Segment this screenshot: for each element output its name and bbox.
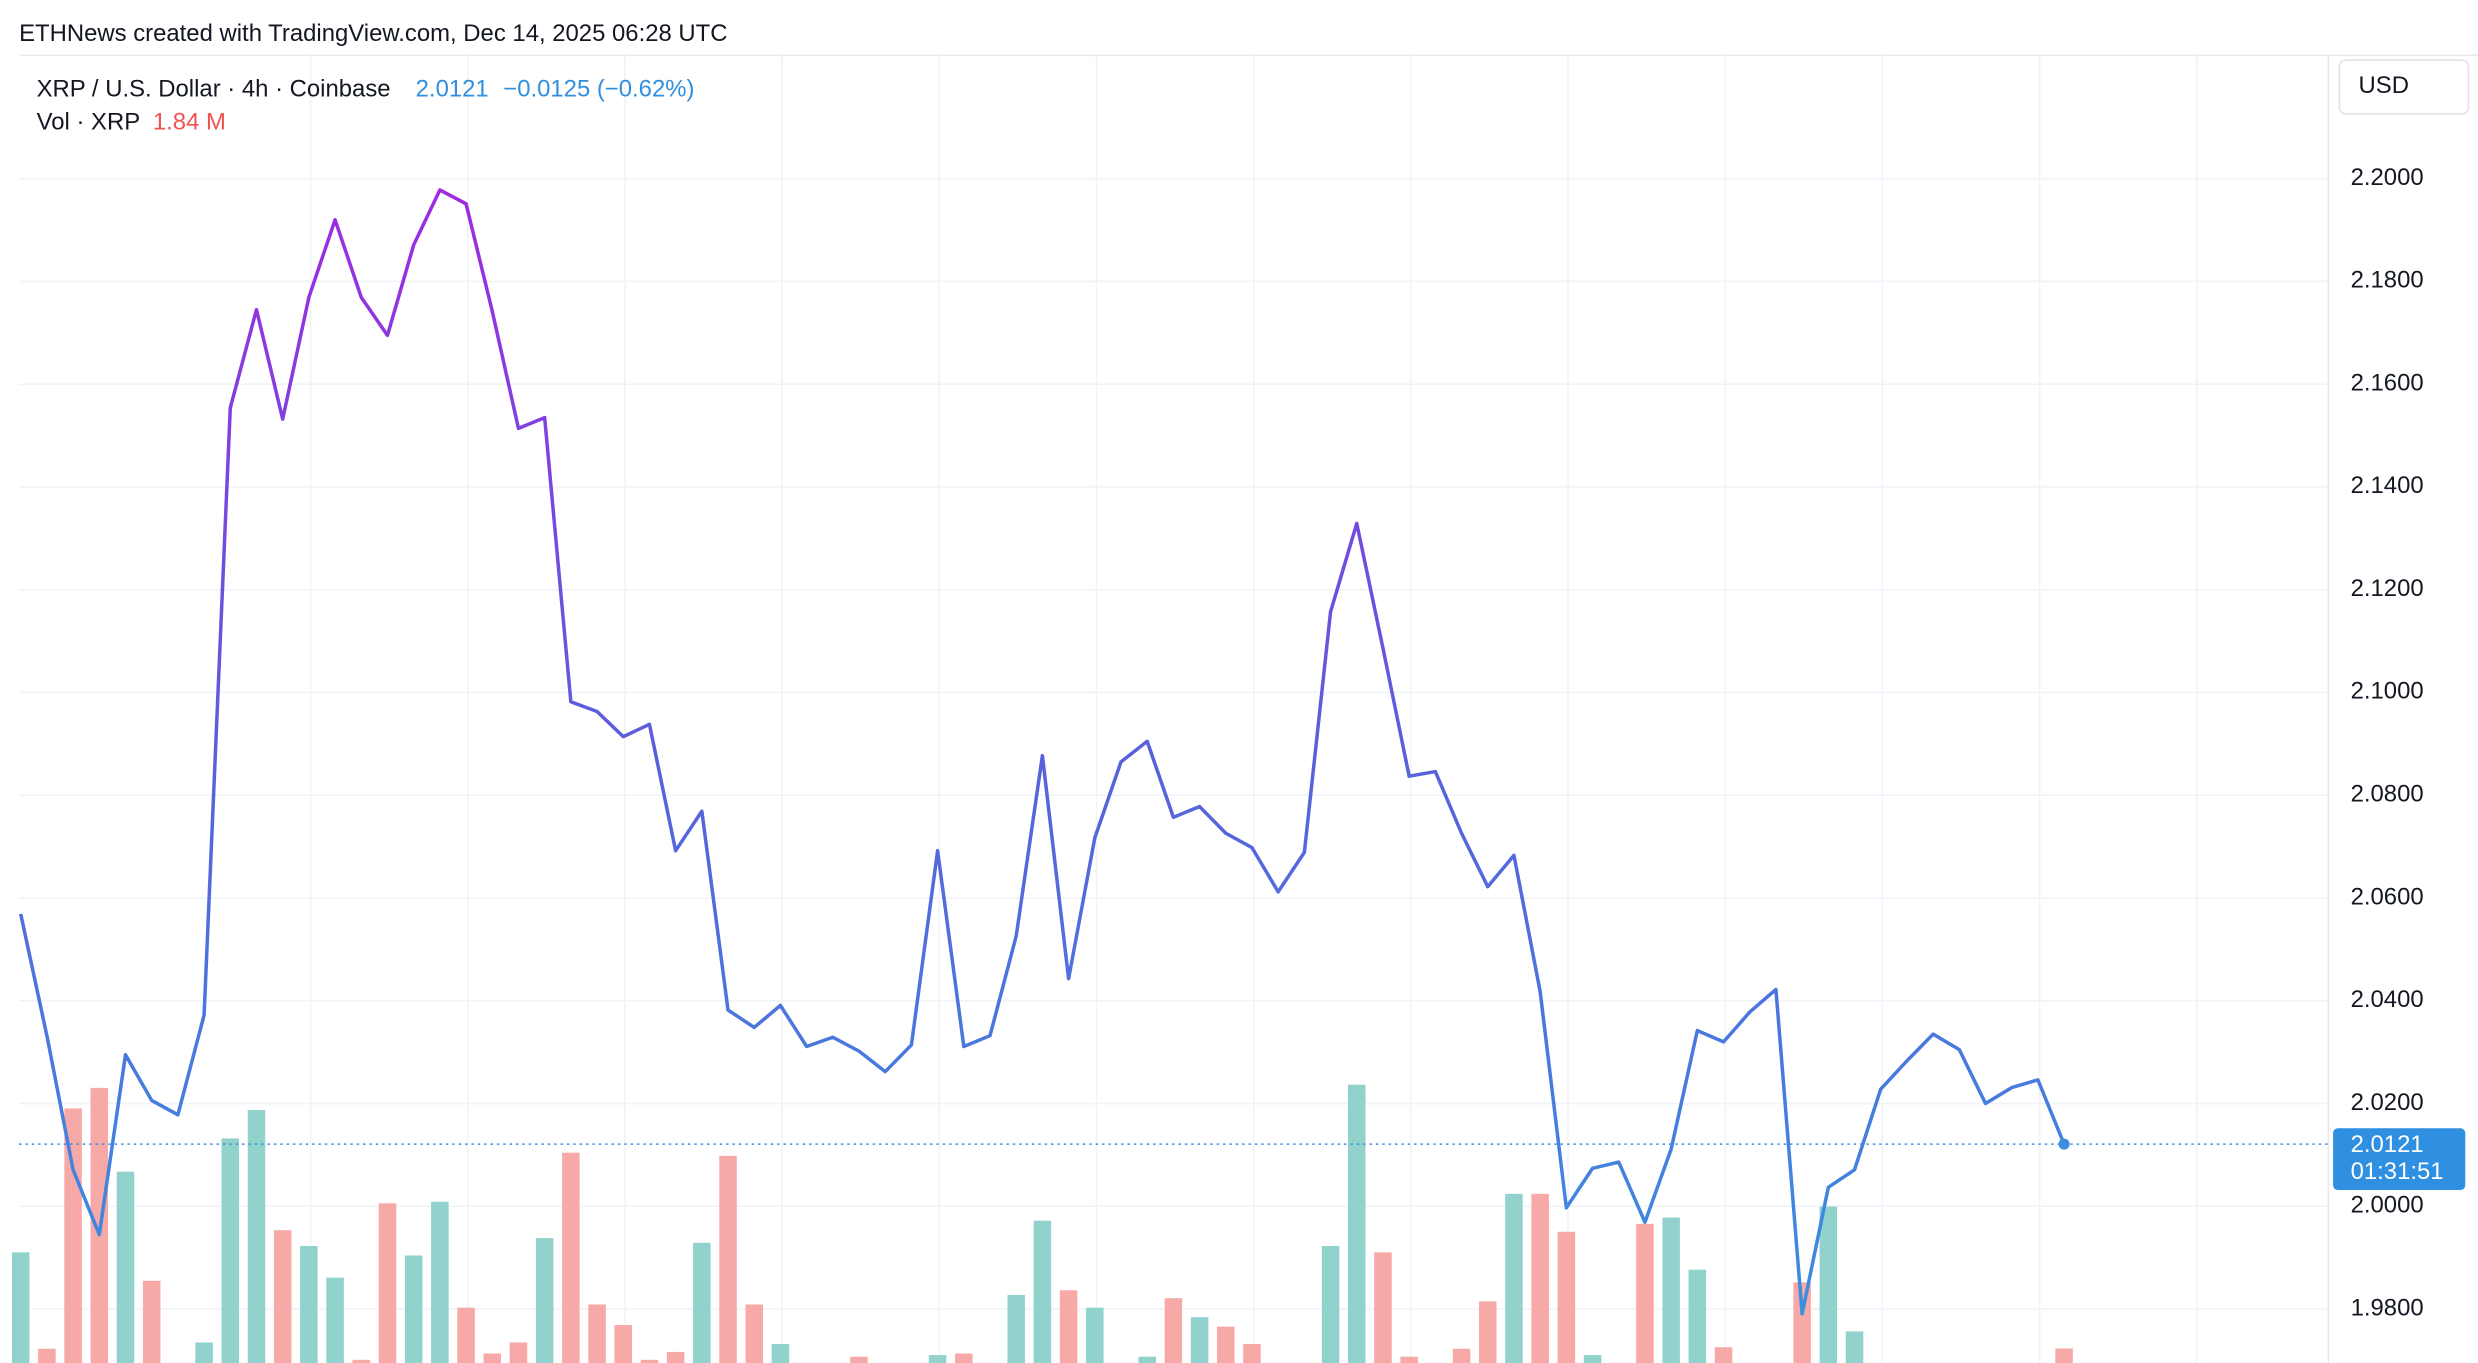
volume-bar	[1400, 1356, 1418, 1363]
volume-bar	[1688, 1269, 1707, 1363]
y-tick-label: 2.1400	[2351, 472, 2424, 499]
volume-bar	[300, 1245, 318, 1363]
volume-bar	[509, 1342, 528, 1363]
volume-bar	[142, 1280, 161, 1363]
volume-bar	[1086, 1307, 1104, 1363]
volume-bar	[535, 1238, 554, 1363]
volume-bar	[195, 1342, 213, 1363]
countdown: 01:31:51	[2351, 1158, 2444, 1185]
volume-bar	[562, 1152, 580, 1363]
volume-bar	[1321, 1245, 1340, 1363]
volume-bar	[116, 1171, 135, 1363]
volume-bar	[693, 1242, 711, 1363]
volume-bar	[1557, 1231, 1576, 1363]
volume-bar	[1793, 1282, 1811, 1363]
volume-bar	[457, 1307, 475, 1363]
price-label-box	[2333, 1128, 2466, 1190]
time-grid	[309, 55, 2198, 1363]
price-label: 2.0121	[2351, 1131, 2424, 1158]
volume-bar	[326, 1277, 344, 1363]
volume-bar	[1348, 1084, 1366, 1363]
y-tick-label: 2.0600	[2351, 883, 2424, 910]
volume	[11, 1084, 2073, 1363]
currency-button[interactable]	[2338, 59, 2470, 115]
y-tick-label: 2.0400	[2351, 986, 2424, 1013]
last-price-dot	[2058, 1138, 2070, 1150]
volume-bar	[1059, 1290, 1078, 1363]
legend-price: 2.0121	[416, 75, 489, 102]
volume-bar	[955, 1353, 973, 1363]
volume-bar	[431, 1201, 449, 1363]
price-line	[18, 188, 2066, 1316]
volume-bar	[1714, 1347, 1733, 1363]
volume-bar	[1583, 1355, 1602, 1363]
plot	[18, 188, 2329, 1316]
y-tick-label: 2.0200	[2351, 1089, 2424, 1116]
y-tick-label: 2.1200	[2351, 575, 2424, 602]
volume-bar	[745, 1304, 763, 1363]
volume-bar	[1243, 1344, 1261, 1363]
y-tick-label: 2.2000	[2351, 164, 2424, 191]
legend-volume-value: 1.84 M	[153, 109, 226, 136]
volume-bar	[1164, 1298, 1183, 1363]
volume-bar	[1819, 1206, 1838, 1363]
y-tick-label: 2.1000	[2351, 678, 2424, 705]
volume-bar	[771, 1344, 790, 1363]
volume-bar	[483, 1353, 502, 1363]
volume-bar	[588, 1304, 606, 1363]
volume-bar	[1531, 1193, 1549, 1363]
y-tick-label: 1.9800	[2351, 1294, 2424, 1321]
volume-bar	[64, 1108, 82, 1363]
volume-bar	[352, 1359, 371, 1363]
y-tick-label: 2.1800	[2351, 267, 2424, 294]
volume-bar	[666, 1351, 685, 1363]
volume-bar	[614, 1325, 633, 1363]
volume-bar	[1845, 1331, 1864, 1363]
volume-bar	[38, 1348, 56, 1363]
volume-bar	[1190, 1317, 1209, 1363]
y-tick-label: 2.1600	[2351, 370, 2424, 397]
y-tick-label: 2.0000	[2351, 1192, 2424, 1219]
volume-bar	[1138, 1356, 1156, 1363]
legend-symbol: XRP / U.S. Dollar · 4h · Coinbase	[37, 75, 391, 102]
volume-bar	[640, 1359, 659, 1363]
volume-bar	[719, 1155, 737, 1363]
volume-bar	[247, 1110, 266, 1363]
legend-change: −0.0125 (−0.62%)	[503, 75, 694, 102]
legend-volume-label: Vol · XRP	[37, 109, 141, 136]
volume-bar	[11, 1252, 30, 1363]
volume-bar	[273, 1230, 292, 1363]
volume-bar	[1452, 1348, 1471, 1363]
header: ETHNews created with TradingView.com, De…	[19, 20, 727, 47]
volume-bar	[1478, 1301, 1497, 1363]
volume-bar	[221, 1138, 240, 1363]
volume-bar	[1662, 1217, 1680, 1363]
currency[interactable]: USD	[2359, 72, 2409, 99]
price-grid	[19, 177, 2329, 1310]
volume-bar	[1217, 1326, 1235, 1363]
volume-bar	[1033, 1220, 1052, 1363]
volume-bar	[928, 1355, 947, 1363]
volume-bar	[1505, 1193, 1523, 1363]
volume-bar	[1007, 1295, 1025, 1363]
volume-bar	[404, 1255, 423, 1363]
volume-bar	[1374, 1252, 1392, 1363]
volume-bar	[378, 1203, 397, 1363]
y-tick-label: 2.0800	[2351, 781, 2424, 808]
volume-bar	[2055, 1348, 2073, 1363]
volume-bar	[1636, 1223, 1654, 1363]
volume-bar	[850, 1356, 868, 1363]
